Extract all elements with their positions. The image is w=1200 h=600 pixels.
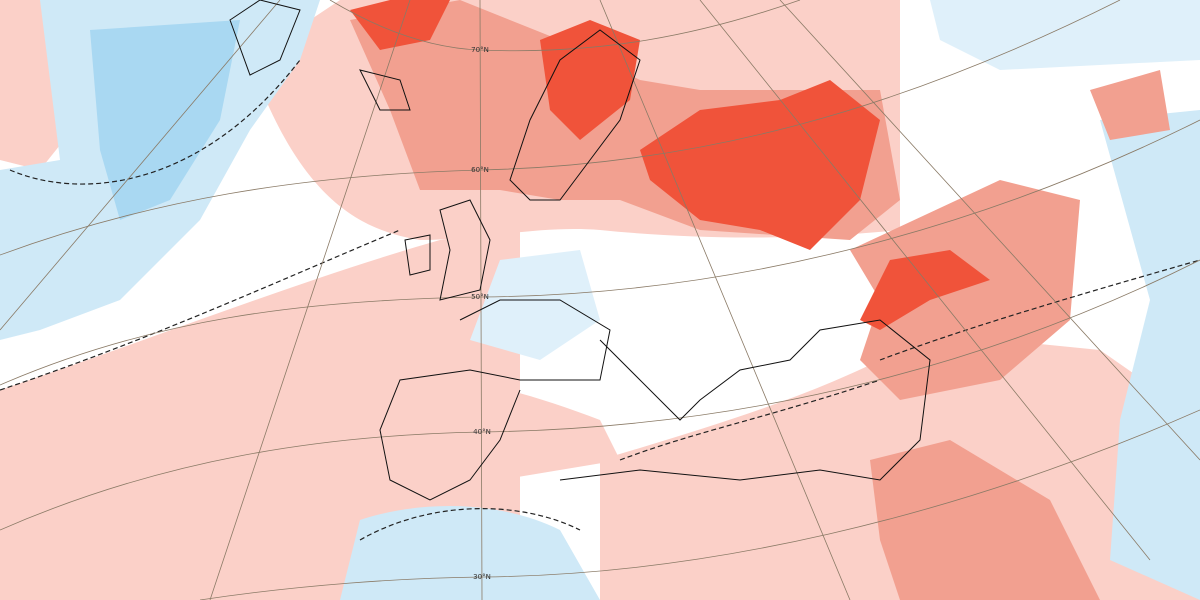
warm-anomaly-light [380, 377, 620, 480]
latitude-labels: 70°N 60°N 50°N 40°N 30°N [471, 46, 491, 581]
strong-warm-anomaly [640, 80, 880, 250]
zero-contour [359, 379, 881, 541]
zero-contour [0, 59, 1200, 391]
cold-anomaly-light [1100, 110, 1200, 600]
strong-warm-anomaly [350, 0, 450, 50]
latitude-label: 50°N [471, 293, 489, 301]
strong-warm-anomaly [540, 20, 640, 140]
warm-anomaly-light [0, 230, 520, 600]
latitude-label: 30°N [473, 573, 491, 581]
cold-anomaly-light [930, 0, 1200, 70]
cold-anomaly [90, 20, 240, 220]
warm-anomaly [850, 180, 1080, 400]
cold-anomaly-light [470, 250, 600, 360]
warm-anomaly [1090, 70, 1170, 140]
warm-anomaly [870, 440, 1100, 600]
latitude-label: 70°N [471, 46, 489, 54]
strong-warm-anomaly [860, 250, 990, 330]
latitude-label: 60°N [471, 166, 489, 174]
coastlines [229, 0, 931, 501]
cold-anomaly-light [340, 506, 600, 600]
latitude-label: 40°N [473, 428, 491, 436]
